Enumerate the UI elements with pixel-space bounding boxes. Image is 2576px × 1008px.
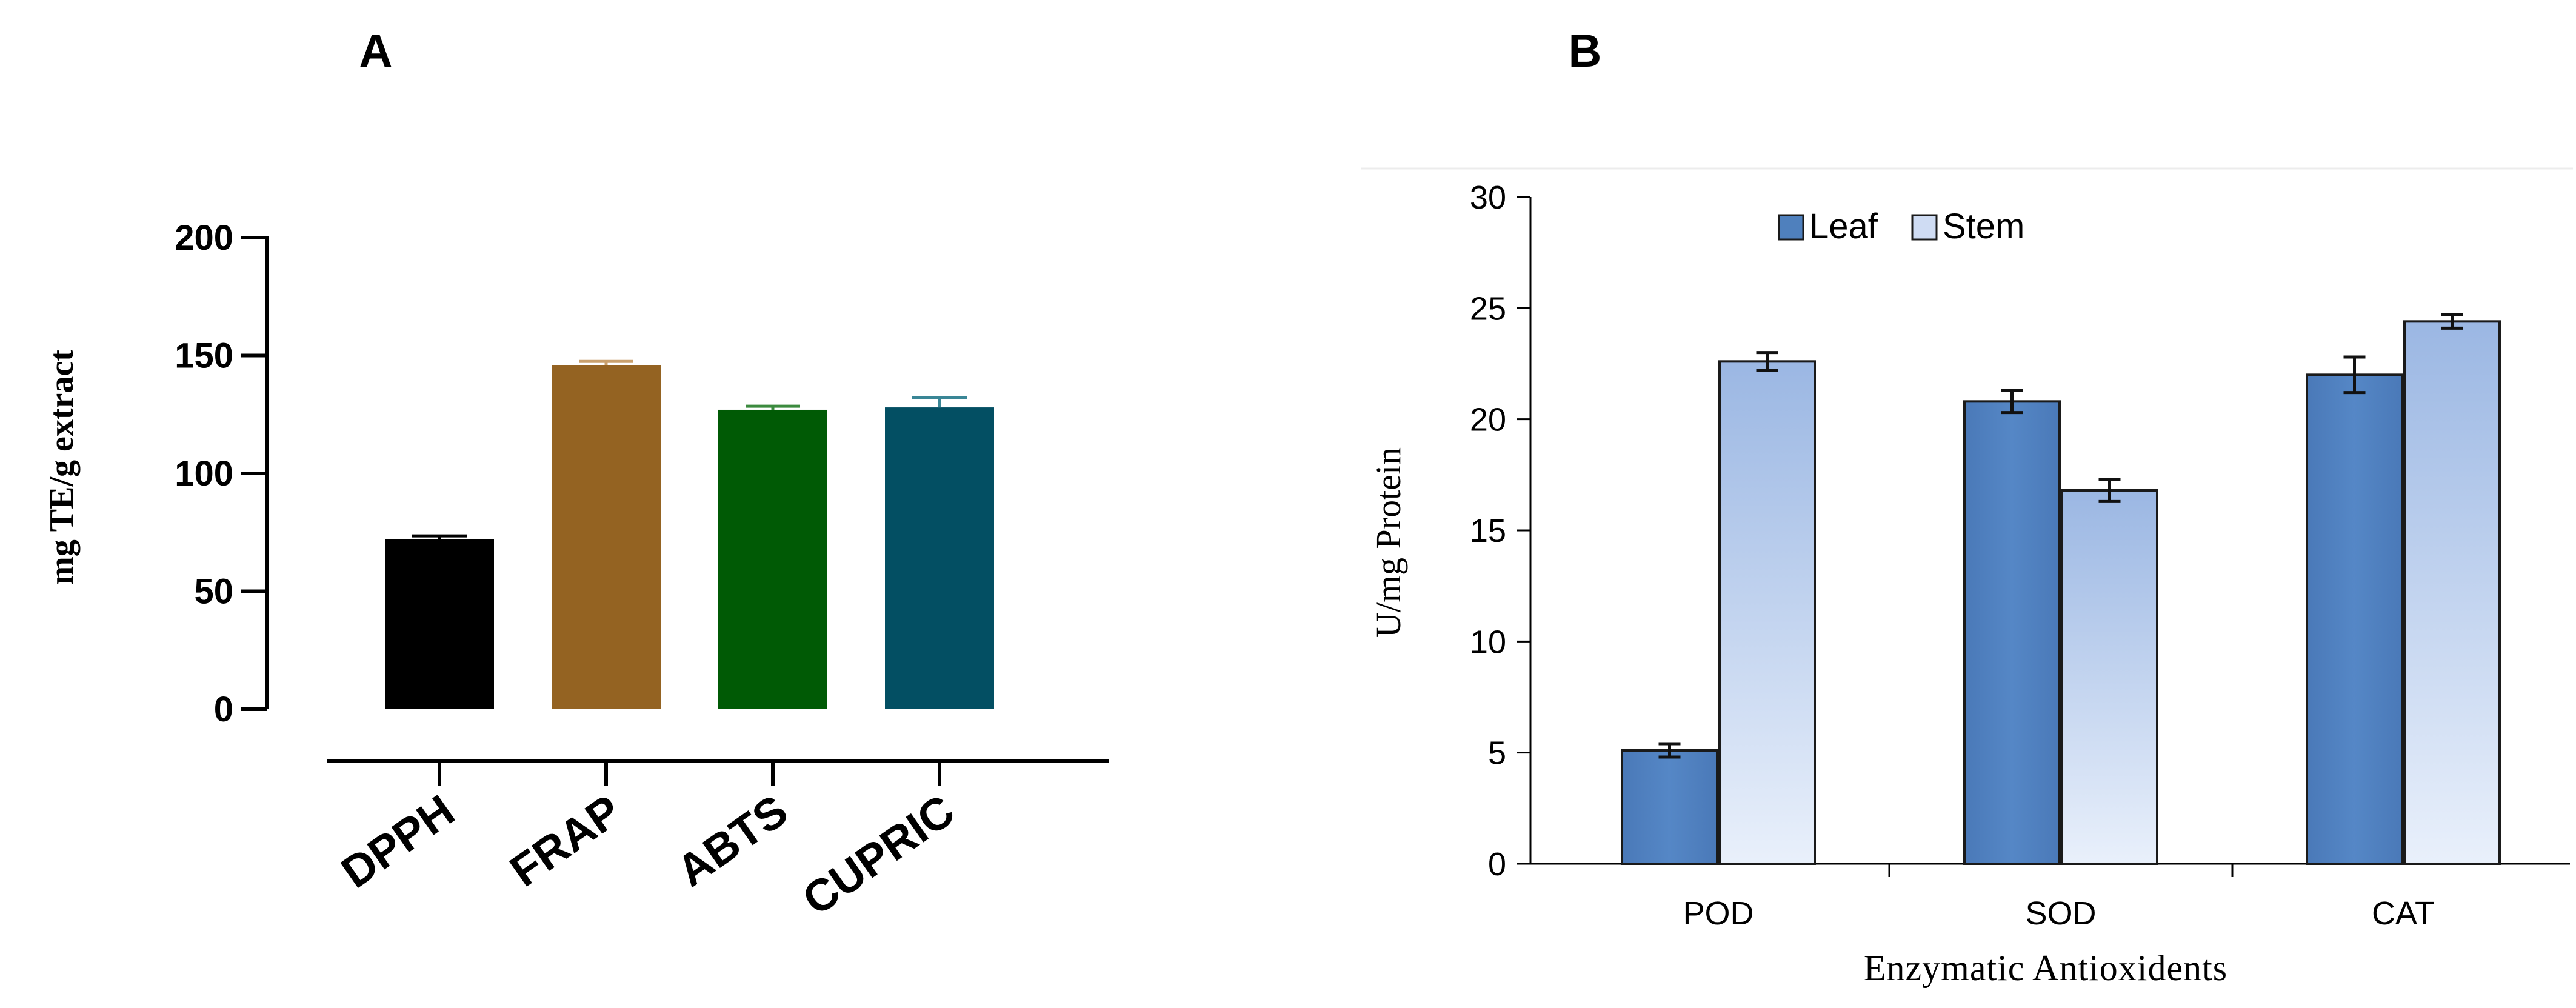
panel-b: B 0 5 10 15 20 25 30 POD SOD CAT Enzymatic Antioxi… — [1361, 25, 2573, 988]
b-y-tick-label-10: 10 — [1470, 624, 1506, 660]
a-y-tick-label-150: 150 — [175, 336, 233, 376]
a-bar-cupric — [885, 407, 994, 709]
panel-b-legend: Leaf Stem — [1778, 207, 2024, 246]
a-y-tick-label-50: 50 — [194, 572, 233, 612]
a-bar-dpph — [385, 539, 494, 709]
b-bar-leaf-pod — [1621, 749, 1718, 865]
b-legend-swatch-leaf — [1778, 214, 1804, 241]
a-bar-abts — [718, 409, 827, 709]
a-y-tick-label-100: 100 — [175, 454, 233, 493]
b-bar-leaf-sod — [1963, 400, 2061, 865]
b-y-tick-label-30: 30 — [1470, 179, 1506, 216]
b-legend-label-stem: Stem — [1943, 207, 2024, 246]
b-x-tick-label-sod: SOD — [2025, 895, 2096, 932]
b-bar-leaf-cat — [2306, 373, 2403, 865]
panel-a-bars — [385, 359, 994, 709]
a-x-tick-label-frap: FRAP — [501, 785, 630, 896]
b-x-tick-label-cat: CAT — [2372, 895, 2435, 932]
a-bar-frap — [552, 365, 661, 709]
panel-b-labels: 0 5 10 15 20 25 30 POD SOD CAT Enzymatic Antioxide… — [1369, 179, 2435, 988]
b-y-tick-label-25: 25 — [1470, 290, 1506, 327]
panel-b-bars — [1621, 313, 2501, 865]
b-bar-stem-sod — [2061, 489, 2158, 865]
panel-a-letter: A — [359, 25, 393, 77]
panel-a-axes — [241, 236, 1109, 786]
b-bar-stem-pod — [1718, 360, 1816, 865]
b-bar-stem-cat — [2403, 320, 2501, 865]
b-x-tick-label-pod: POD — [1683, 895, 1753, 932]
b-y-tick-label-20: 20 — [1470, 402, 1506, 438]
a-y-axis-label: mg TE/g extract — [43, 350, 81, 585]
a-y-tick-label-0: 0 — [214, 690, 233, 729]
a-x-tick-label-cupric: CUPRIC — [793, 785, 963, 925]
a-x-tick-label-abts: ABTS — [668, 785, 797, 896]
b-y-tick-label-0: 0 — [1488, 846, 1506, 883]
a-x-tick-label-dpph: DPPH — [332, 785, 463, 898]
b-y-tick-label-15: 15 — [1470, 513, 1506, 549]
panel-a: A 0 50 100 150 200 mg TE/g extract DPPH FRAP ABT… — [43, 25, 1109, 925]
b-legend-label-leaf: Leaf — [1809, 207, 1878, 246]
panel-b-letter: B — [1569, 25, 1602, 77]
a-y-tick-label-200: 200 — [175, 218, 233, 258]
b-legend-swatch-stem — [1911, 214, 1938, 241]
b-x-axis-label: Enzymatic Antioxidents — [1864, 948, 2227, 988]
b-y-axis-label: U/mg Protein — [1369, 447, 1408, 638]
b-y-tick-label-5: 5 — [1488, 735, 1506, 772]
